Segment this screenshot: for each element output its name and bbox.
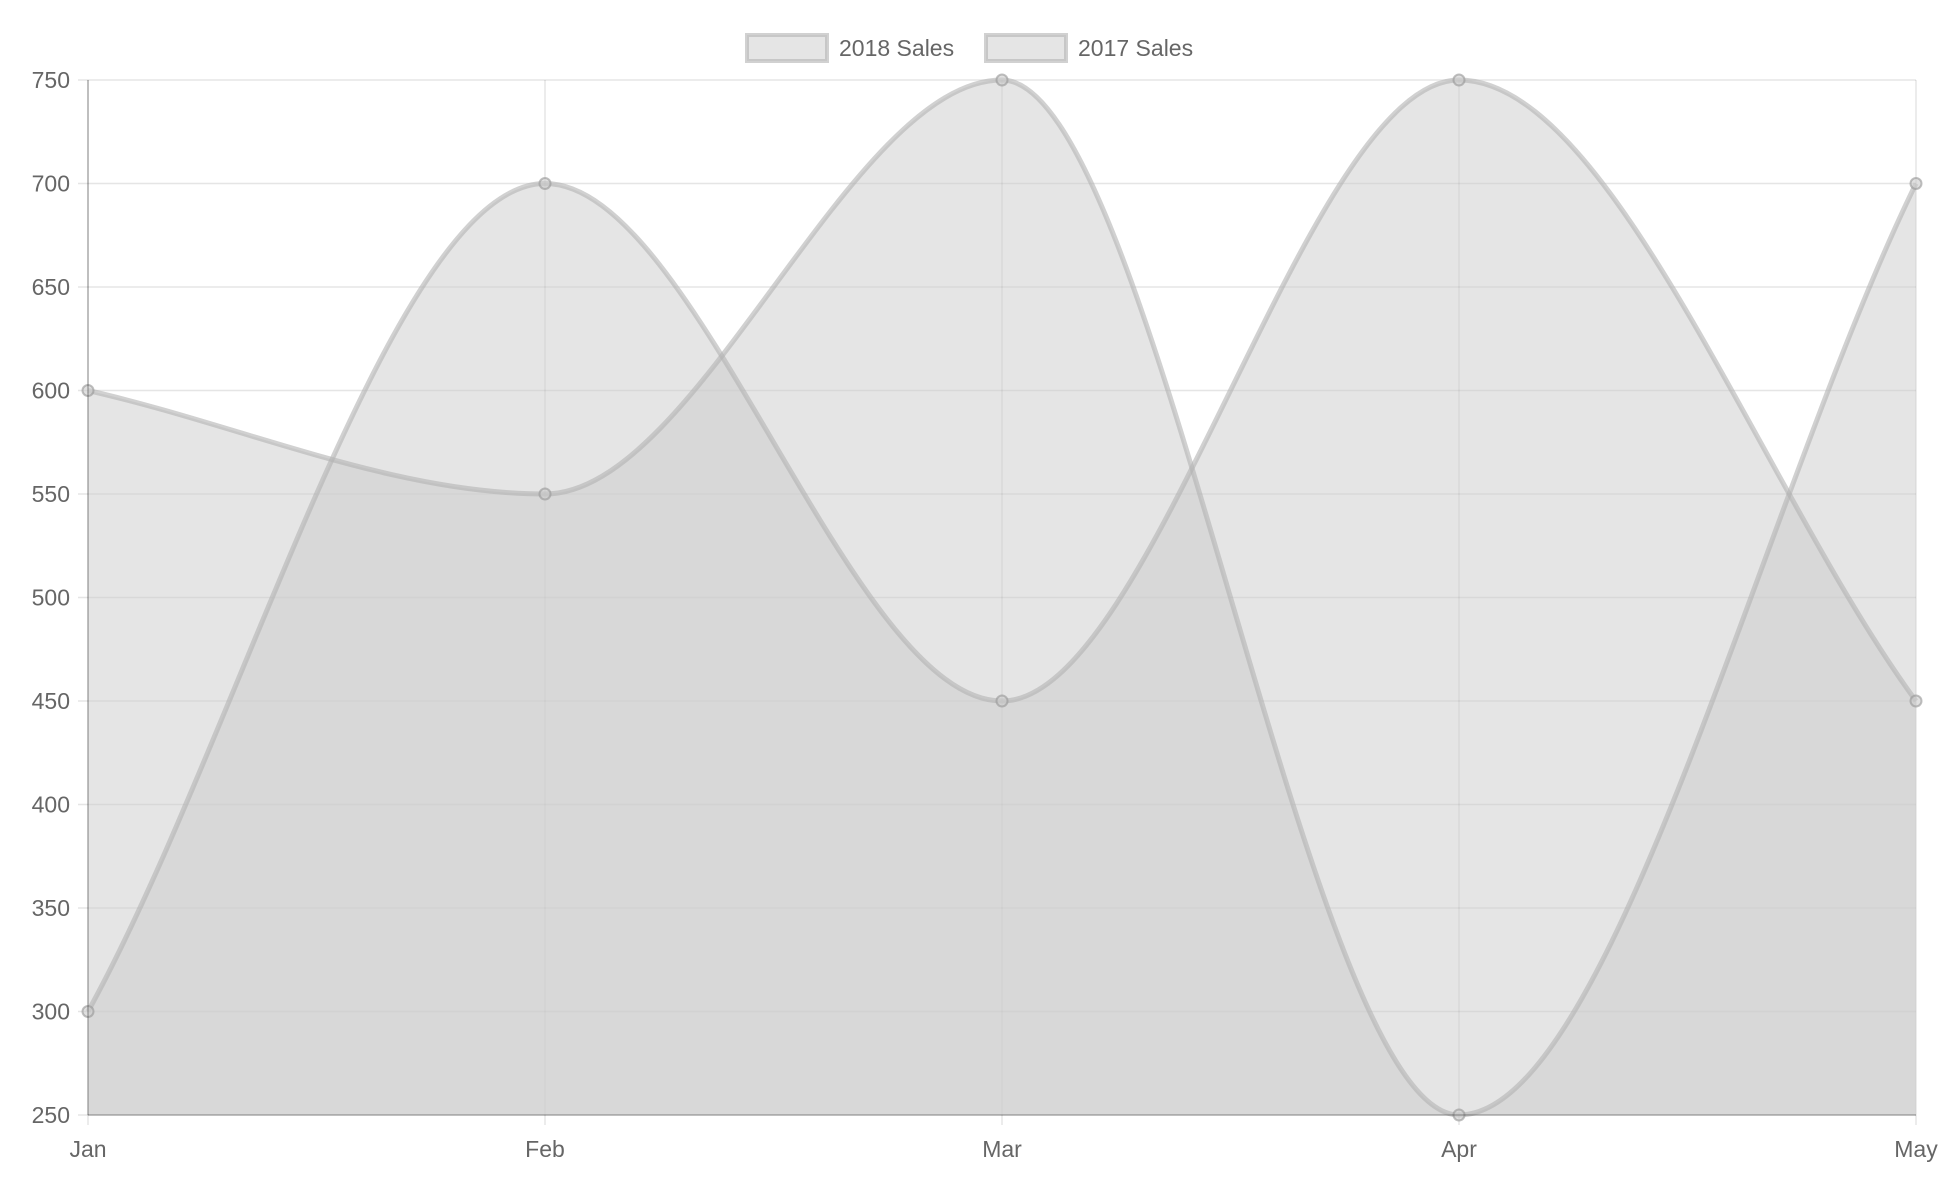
y-tick-label: 500 (32, 585, 70, 611)
legend-swatch-2017-sales[interactable] (984, 33, 1068, 63)
data-point-2017-sales[interactable] (1452, 1108, 1466, 1122)
data-point-2018-sales[interactable] (1452, 73, 1466, 87)
x-tick-label: Apr (1441, 1136, 1477, 1162)
data-point-2017-sales[interactable] (1909, 177, 1923, 190)
x-tick-label: Mar (982, 1136, 1022, 1162)
point-layer (81, 73, 1923, 1122)
y-tick-label: 550 (32, 481, 70, 507)
y-tick-label: 400 (32, 792, 70, 818)
axis-layer: 250 300 350 400 450 500 550 600 650 700 750 Jan Feb M… (32, 67, 1939, 1162)
y-tick-label: 600 (32, 378, 70, 404)
legend-label-2017-sales[interactable]: 2017 Sales (1078, 35, 1193, 61)
data-point-2017-sales[interactable] (538, 487, 552, 501)
data-point-2018-sales[interactable] (995, 694, 1009, 708)
data-point-2017-sales[interactable] (995, 73, 1009, 87)
x-tick-label: Feb (525, 1136, 565, 1162)
data-point-2017-sales[interactable] (81, 384, 95, 397)
y-tick-label: 750 (32, 67, 70, 93)
y-tick-label: 650 (32, 274, 70, 300)
data-point-2018-sales[interactable] (1909, 694, 1923, 708)
legend-swatch-2018-sales[interactable] (745, 33, 829, 63)
y-tick-label: 700 (32, 171, 70, 197)
area-2017-sales (88, 80, 1916, 1115)
data-point-2018-sales[interactable] (538, 177, 552, 190)
y-tick-label: 300 (32, 999, 70, 1025)
data-point-2018-sales[interactable] (81, 1005, 95, 1018)
line-2017-sales (87, 77, 1919, 1118)
legend-label-2018-sales[interactable]: 2018 Sales (839, 35, 954, 61)
x-tick-label: May (1894, 1136, 1938, 1162)
x-tick-label: Jan (69, 1136, 106, 1162)
area-layer (88, 80, 1916, 1115)
y-tick-label: 450 (32, 688, 70, 714)
y-tick-label: 350 (32, 895, 70, 921)
y-tick-label: 250 (32, 1102, 70, 1128)
legend: 2018 Sales 2017 Sales (745, 33, 1193, 63)
